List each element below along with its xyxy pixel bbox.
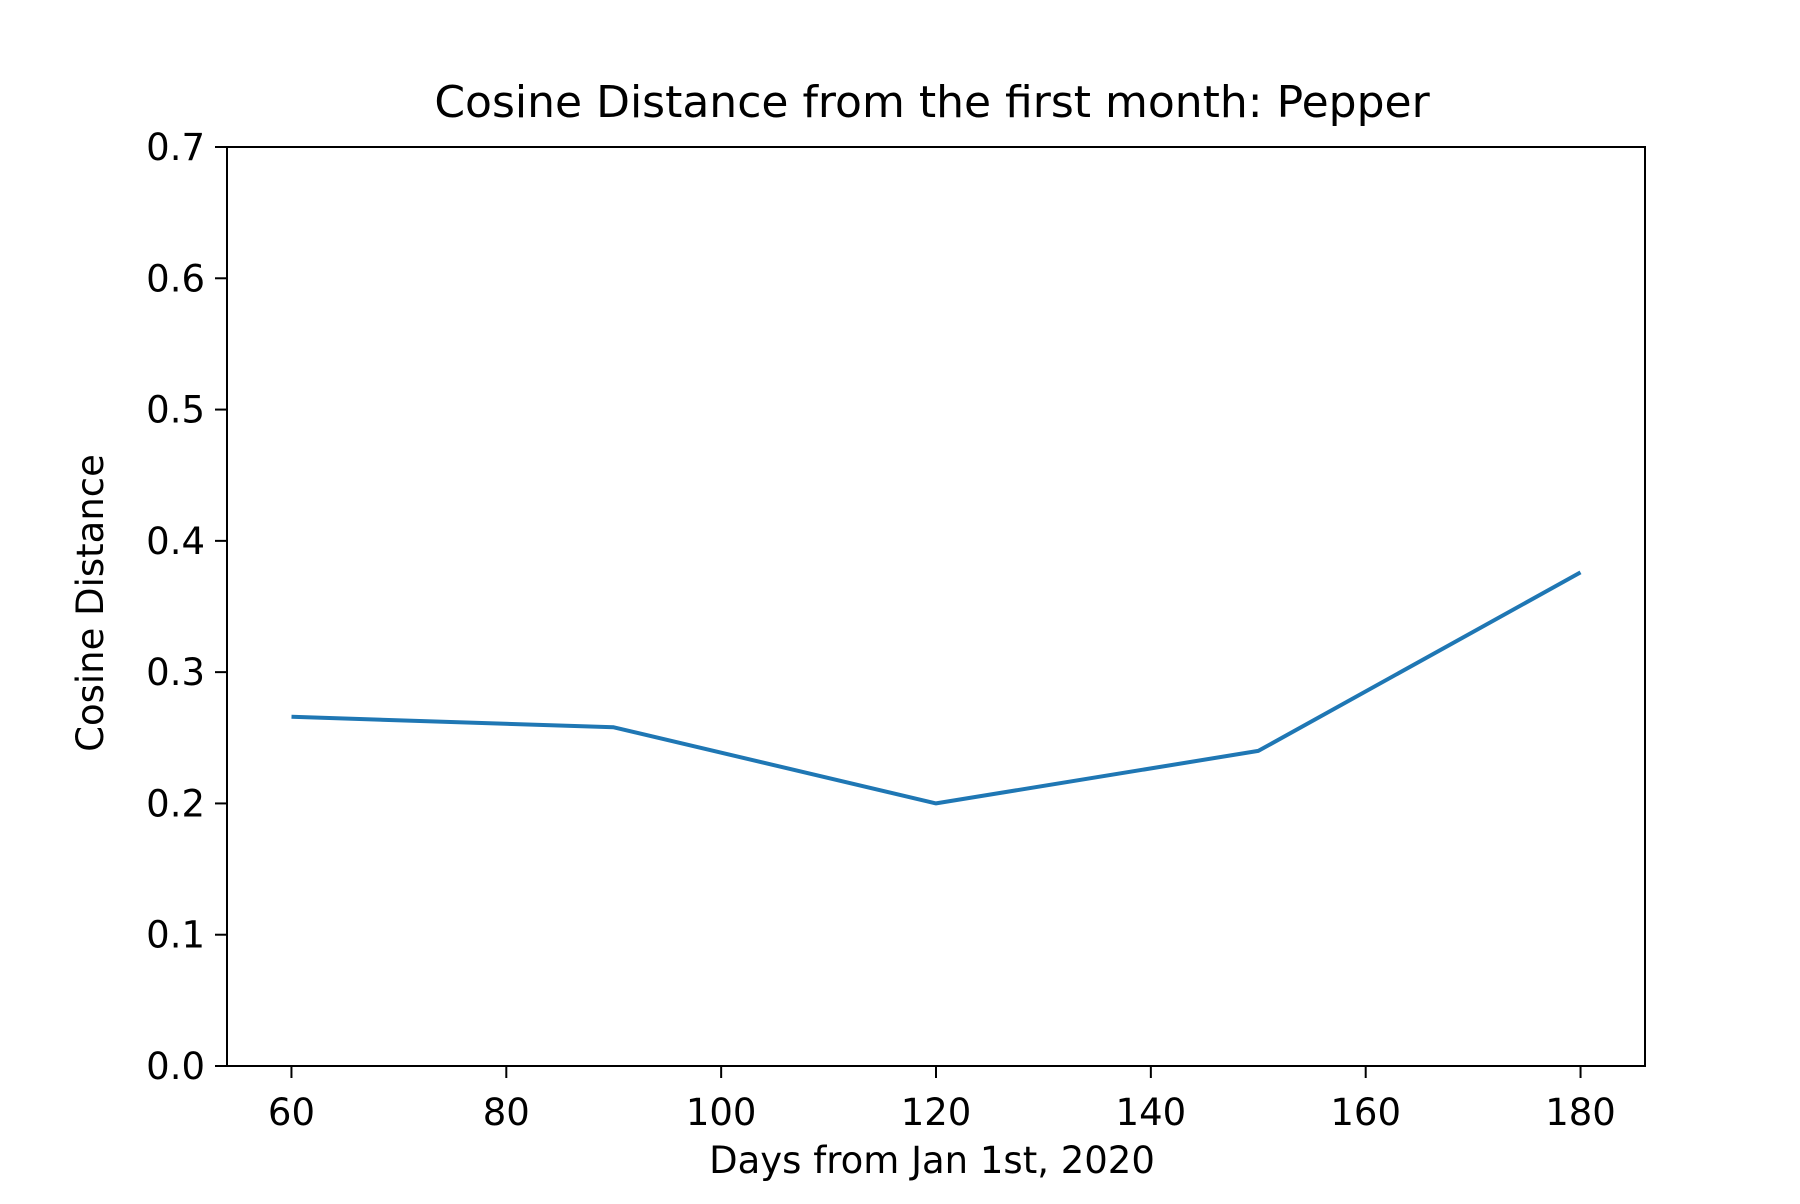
x-tick-label: 160: [1330, 1091, 1401, 1134]
x-tick-label: 100: [686, 1091, 757, 1134]
y-tick-label: 0.2: [146, 782, 205, 825]
y-tick-label: 0.3: [146, 651, 205, 694]
plot-frame: [226, 146, 1646, 1067]
y-tick-label: 0.0: [146, 1045, 205, 1088]
x-axis-label: Days from Jan 1st, 2020: [709, 1139, 1155, 1182]
y-tick-label: 0.5: [146, 389, 205, 432]
y-tick-label: 0.7: [146, 126, 205, 169]
x-tick-label: 180: [1545, 1091, 1616, 1134]
y-tick-label: 0.4: [146, 520, 205, 563]
y-axis-label: Cosine Distance: [69, 454, 112, 752]
x-tick-label: 80: [483, 1091, 530, 1134]
x-tick-label: 120: [901, 1091, 972, 1134]
x-tick-label: 60: [268, 1091, 315, 1134]
series-line-0: [291, 570, 1582, 806]
y-tick-label: 0.6: [146, 257, 205, 300]
y-tick-label: 0.1: [146, 914, 205, 957]
plot-area: 60 80 100 120 140 160 180 0.0 0.1 0.2 0.3 0.4 0.5 0.6…: [146, 126, 1646, 1134]
chart-title: Cosine Distance from the first month: Pe…: [434, 77, 1430, 128]
x-tick-label: 140: [1116, 1091, 1187, 1134]
